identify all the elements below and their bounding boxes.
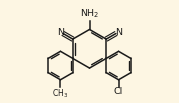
Text: Cl: Cl (114, 87, 123, 96)
Text: N: N (115, 28, 122, 37)
Text: CH$_3$: CH$_3$ (52, 87, 69, 100)
Text: N: N (57, 28, 64, 37)
Text: NH$_2$: NH$_2$ (80, 8, 99, 20)
